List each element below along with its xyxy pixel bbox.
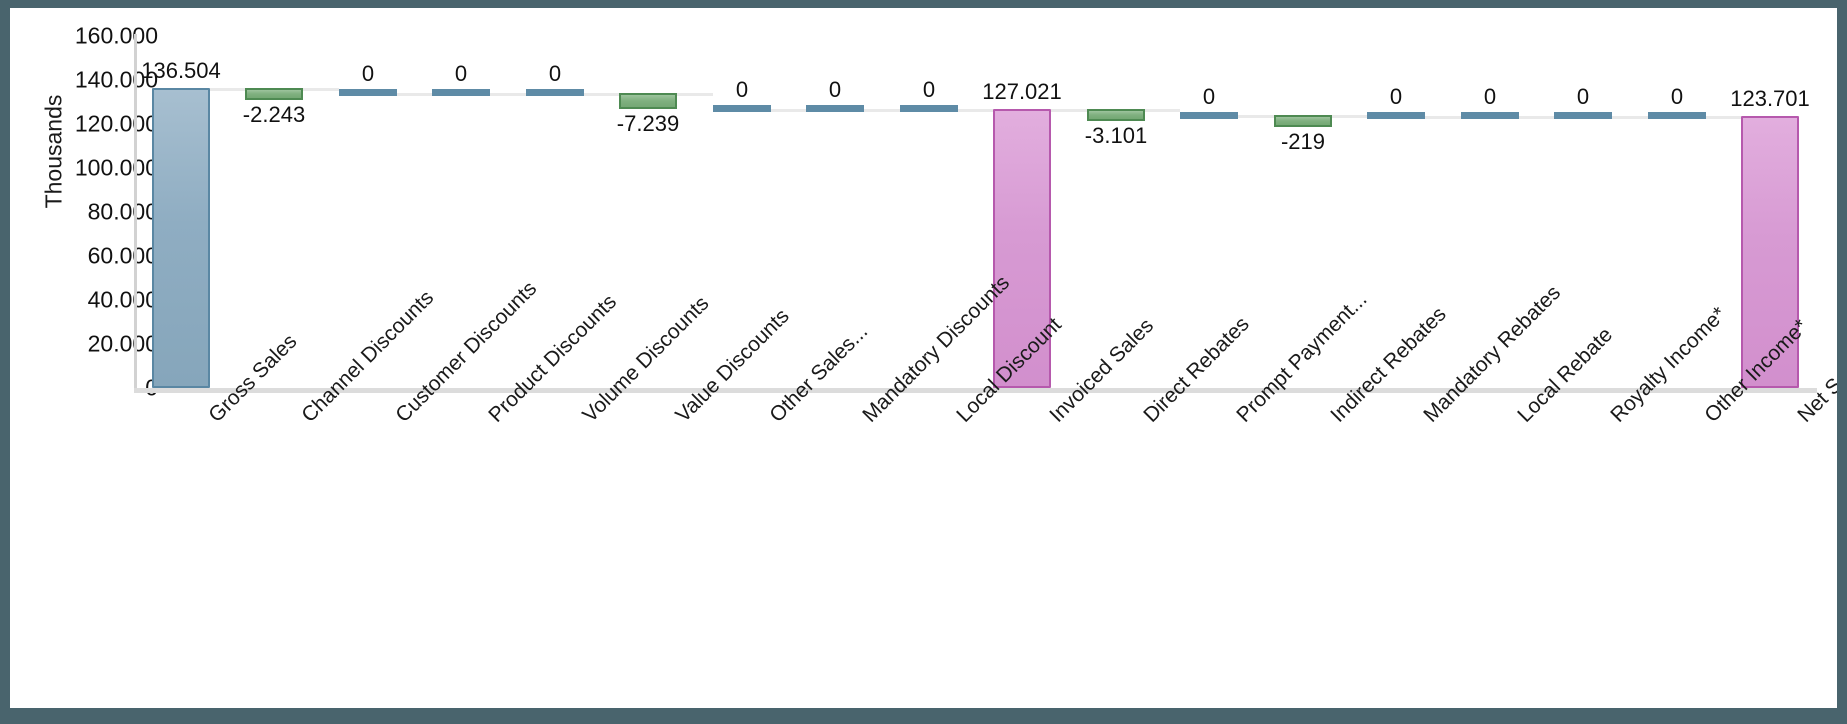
bar-value-label: 0 xyxy=(828,77,842,102)
bar-value-label: 0 xyxy=(1389,84,1403,109)
waterfall-bar[interactable] xyxy=(432,89,490,96)
bar-value-label: 127.021 xyxy=(982,79,1062,104)
x-axis-category-label-text: Net Sales xyxy=(1793,346,1837,427)
x-axis-category-label: Invoiced Sales xyxy=(1045,314,1158,428)
waterfall-bar[interactable] xyxy=(619,93,677,109)
waterfall-connector xyxy=(958,109,993,112)
y-axis-tick-label: 100.000 xyxy=(74,154,158,181)
y-axis-tick-label: 20.000 xyxy=(87,330,158,357)
x-axis-category-label: Direct Rebates xyxy=(1139,312,1253,428)
x-axis-category-label-text: Gross Sales xyxy=(204,329,302,427)
x-axis-category-label: Local Discount xyxy=(952,313,1066,428)
x-axis-baseline xyxy=(134,388,1817,393)
waterfall-bar[interactable] xyxy=(900,105,958,112)
bar-value-label: -3.101 xyxy=(1084,123,1148,148)
waterfall-bar[interactable] xyxy=(1554,112,1612,119)
waterfall-connector xyxy=(210,88,245,91)
waterfall-bar[interactable] xyxy=(1741,116,1799,388)
waterfall-connector xyxy=(1706,116,1741,119)
bar-value-label: 0 xyxy=(1576,84,1590,109)
bar-value-label: 0 xyxy=(454,61,468,86)
bar-value-label: 0 xyxy=(1483,84,1497,109)
x-axis-category-label-text: Other Sales... xyxy=(765,319,873,427)
x-axis-category-label: Other Sales... xyxy=(765,320,872,428)
waterfall-bar[interactable] xyxy=(339,89,397,96)
x-axis-category-label: Royalty Income* xyxy=(1606,303,1730,428)
waterfall-connector xyxy=(1332,115,1367,118)
waterfall-bar[interactable] xyxy=(806,105,864,112)
bar-value-label: 0 xyxy=(922,77,936,102)
x-axis-category-label: Volume Discounts xyxy=(578,292,713,428)
chart-canvas: Thousands 020.00040.00060.00080.000100.0… xyxy=(10,8,1837,708)
waterfall-bar[interactable] xyxy=(152,88,210,388)
y-axis-tick-label: 60.000 xyxy=(87,242,158,269)
waterfall-connector xyxy=(1612,116,1648,119)
waterfall-bar[interactable] xyxy=(1274,115,1332,127)
x-axis-category-label: Other Income* xyxy=(1700,315,1812,428)
x-axis-category-label: Net Sales xyxy=(1793,346,1837,428)
waterfall-connector xyxy=(584,93,619,96)
bar-value-label: -7.239 xyxy=(616,111,680,136)
bar-value-label: 0 xyxy=(1202,84,1216,109)
y-axis-tick-label: 140.000 xyxy=(74,66,158,93)
waterfall-connector xyxy=(1051,109,1087,112)
bar-value-label: 0 xyxy=(548,61,562,86)
x-axis-category-label-text: Local Rebate xyxy=(1513,323,1618,427)
waterfall-connector xyxy=(397,93,432,96)
bar-value-label: 0 xyxy=(1670,84,1684,109)
waterfall-bar[interactable] xyxy=(526,89,584,96)
bar-value-label: 0 xyxy=(735,77,749,102)
y-axis-tick-label: 40.000 xyxy=(87,286,158,313)
x-axis-category-label: Product Discounts xyxy=(484,290,621,428)
waterfall-connector xyxy=(864,109,900,112)
y-axis-tick-labels: 020.00040.00060.00080.000100.000120.0001… xyxy=(40,8,158,708)
bar-value-label: -219 xyxy=(1280,129,1326,154)
waterfall-connector xyxy=(1425,116,1461,119)
waterfall-connector xyxy=(771,109,806,112)
bar-value-label: 123.701 xyxy=(1730,86,1810,111)
waterfall-bar[interactable] xyxy=(245,88,303,100)
x-axis-category-label: Indirect Rebates xyxy=(1326,303,1450,428)
x-axis-category-label: Channel Discounts xyxy=(297,286,438,428)
waterfall-connector xyxy=(1238,115,1274,118)
x-axis-category-label: Prompt Payment... xyxy=(1232,288,1371,428)
waterfall-bar[interactable] xyxy=(1648,112,1706,119)
x-axis-category-label: Local Rebate xyxy=(1513,323,1617,428)
waterfall-bar[interactable] xyxy=(1461,112,1519,119)
waterfall-connector xyxy=(1519,116,1554,119)
x-axis-category-label: Mandatory Rebates xyxy=(1419,281,1565,428)
y-axis-tick-label: 160.000 xyxy=(74,22,158,49)
x-axis-category-label: Customer Discounts xyxy=(391,277,541,428)
x-axis-category-label: Mandatory Discounts xyxy=(858,271,1014,428)
waterfall-connector xyxy=(490,93,526,96)
waterfall-bar[interactable] xyxy=(713,105,771,112)
waterfall-bar[interactable] xyxy=(993,109,1051,388)
waterfall-bar[interactable] xyxy=(1367,112,1425,119)
waterfall-connector xyxy=(1145,109,1180,112)
bar-value-label: 136.504 xyxy=(141,58,221,83)
bar-value-label: -2.243 xyxy=(242,102,306,127)
y-axis-tick-label: 80.000 xyxy=(87,198,158,225)
x-axis-category-label: Value Discounts xyxy=(671,304,793,428)
waterfall-connector xyxy=(677,93,713,96)
waterfall-connector xyxy=(303,88,339,91)
bar-value-label: 0 xyxy=(361,61,375,86)
y-axis-tick-label: 120.000 xyxy=(74,110,158,137)
waterfall-bar[interactable] xyxy=(1087,109,1145,121)
waterfall-bar[interactable] xyxy=(1180,112,1238,119)
y-axis-line xyxy=(134,34,137,392)
x-axis-category-label: Gross Sales xyxy=(204,330,301,428)
